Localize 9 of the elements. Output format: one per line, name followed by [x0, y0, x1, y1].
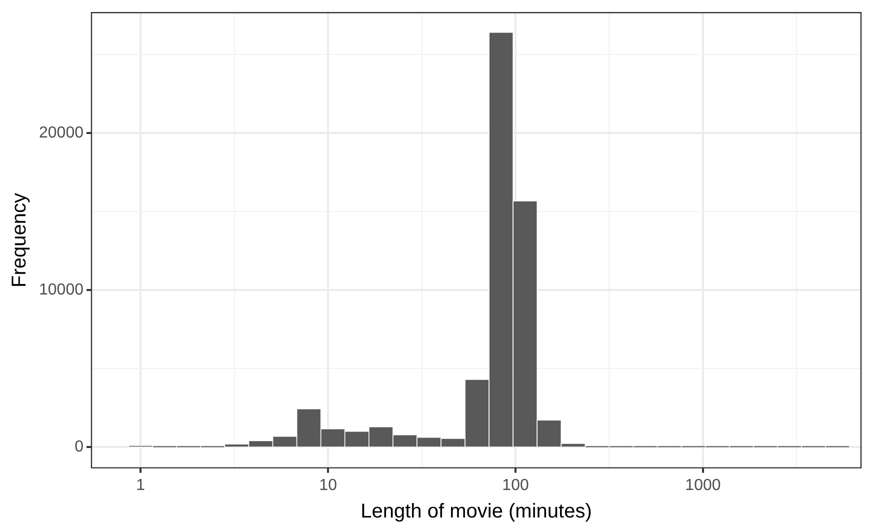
x-tick-label: 1 — [136, 476, 146, 494]
y-tick-label: 20000 — [38, 124, 84, 142]
x-tick-label: 10 — [319, 476, 338, 494]
y-tick-label: 0 — [74, 438, 84, 456]
x-tick-label: 100 — [502, 476, 529, 494]
x-tick-label: 1000 — [685, 476, 721, 494]
x-axis-title: Length of movie (minutes) — [360, 500, 592, 523]
y-tick-label: 10000 — [38, 281, 84, 298]
y-axis-title: Frequency — [8, 192, 31, 288]
